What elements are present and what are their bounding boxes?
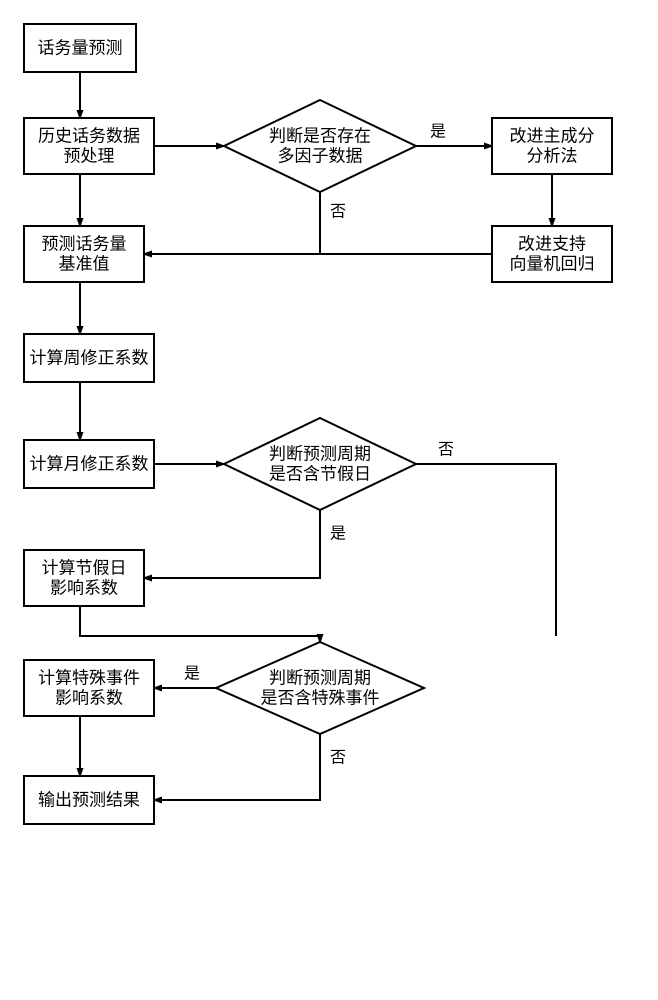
edge-label-d1-n3: 是 xyxy=(430,124,446,141)
node-n2-text-1: 预处理 xyxy=(64,147,115,166)
node-n9-text-1: 影响系数 xyxy=(55,689,123,708)
node-n2-text-0: 历史话务数据 xyxy=(38,127,140,146)
node-n5-text-1: 基准值 xyxy=(59,255,110,274)
node-n4-text-0: 改进支持 xyxy=(518,235,586,254)
node-d3-text-0: 判断预测周期 xyxy=(269,669,371,688)
node-n5-text-0: 预测话务量 xyxy=(42,235,127,254)
edge-label-d1-n5: 否 xyxy=(330,204,346,221)
node-n8-text-0: 计算节假日 xyxy=(42,559,127,578)
edge-d2-n8 xyxy=(144,510,320,578)
node-n7-text-0: 计算月修正系数 xyxy=(30,455,149,474)
node-d2-text-0: 判断预测周期 xyxy=(269,445,371,464)
node-n4-text-1: 向量机回归 xyxy=(510,255,595,274)
node-n8-text-1: 影响系数 xyxy=(50,579,118,598)
node-n10-text-0: 输出预测结果 xyxy=(38,791,140,810)
node-n3-text-1: 分析法 xyxy=(527,147,578,166)
node-n6-text-0: 计算周修正系数 xyxy=(30,349,149,368)
edge-label-d2-d3: 否 xyxy=(438,442,454,459)
node-d2-text-1: 是否含节假日 xyxy=(269,465,371,484)
node-n9-text-0: 计算特殊事件 xyxy=(38,669,140,688)
edge-label-d3-n10: 否 xyxy=(330,750,346,767)
node-d1-text-0: 判断是否存在 xyxy=(269,127,371,146)
node-d1-text-1: 多因子数据 xyxy=(278,147,363,166)
node-n1-text-0: 话务量预测 xyxy=(38,39,123,58)
edge-n8-d3 xyxy=(80,606,320,642)
edge-label-d2-n8: 是 xyxy=(330,526,346,543)
edge-label-d3-n9: 是 xyxy=(184,666,200,683)
node-n3-text-0: 改进主成分 xyxy=(510,127,595,146)
edge-d2-d3 xyxy=(416,464,556,636)
edge-d3-n10 xyxy=(154,734,320,800)
node-d3-text-1: 是否含特殊事件 xyxy=(261,689,380,708)
